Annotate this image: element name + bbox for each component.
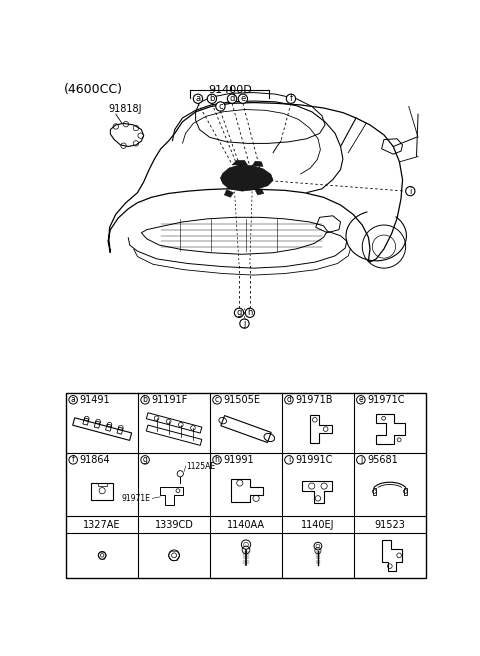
Text: f: f xyxy=(289,94,292,103)
Circle shape xyxy=(285,396,293,404)
Text: 1140EJ: 1140EJ xyxy=(301,520,335,529)
Text: 1327AE: 1327AE xyxy=(84,520,121,529)
Text: d: d xyxy=(287,396,291,404)
Circle shape xyxy=(238,94,248,104)
Text: 95681: 95681 xyxy=(367,455,398,465)
Polygon shape xyxy=(232,160,248,165)
Text: 91400D: 91400D xyxy=(209,85,252,95)
Text: f: f xyxy=(72,455,74,464)
Text: 1125AE: 1125AE xyxy=(186,462,215,470)
Text: e: e xyxy=(240,94,246,103)
Circle shape xyxy=(406,186,415,195)
Circle shape xyxy=(357,396,365,404)
Text: 91971E: 91971E xyxy=(122,494,151,503)
Text: c: c xyxy=(215,396,219,404)
Circle shape xyxy=(245,308,254,318)
Circle shape xyxy=(234,308,244,318)
Text: 91991: 91991 xyxy=(223,455,254,465)
Text: 91191F: 91191F xyxy=(151,395,188,405)
Text: g: g xyxy=(236,308,242,318)
Circle shape xyxy=(213,456,221,464)
Text: 1140AA: 1140AA xyxy=(227,520,265,529)
Text: h: h xyxy=(247,308,252,318)
Text: e: e xyxy=(359,396,363,404)
Circle shape xyxy=(141,456,149,464)
Text: 91505E: 91505E xyxy=(223,395,260,405)
Text: c: c xyxy=(218,102,223,111)
Text: 91991C: 91991C xyxy=(295,455,333,465)
Circle shape xyxy=(69,456,77,464)
Text: j: j xyxy=(243,319,246,328)
Text: h: h xyxy=(215,455,219,464)
Text: i: i xyxy=(409,187,411,195)
Text: 91971C: 91971C xyxy=(367,395,405,405)
Polygon shape xyxy=(255,189,264,195)
Text: g: g xyxy=(143,455,147,464)
Text: 91864: 91864 xyxy=(79,455,110,465)
Circle shape xyxy=(141,396,149,404)
Bar xyxy=(66,393,426,578)
Circle shape xyxy=(216,102,225,111)
Circle shape xyxy=(228,94,237,104)
Circle shape xyxy=(286,94,296,104)
Bar xyxy=(97,483,107,486)
Polygon shape xyxy=(220,165,273,191)
Text: j: j xyxy=(360,455,362,464)
Text: 91523: 91523 xyxy=(374,520,405,529)
Text: 91818J: 91818J xyxy=(108,104,142,114)
Text: a: a xyxy=(71,396,75,404)
Text: i: i xyxy=(288,455,290,464)
Text: 91491: 91491 xyxy=(79,395,110,405)
Text: b: b xyxy=(143,396,147,404)
Circle shape xyxy=(213,396,221,404)
Circle shape xyxy=(207,94,216,104)
Circle shape xyxy=(69,396,77,404)
Polygon shape xyxy=(252,161,263,167)
Text: a: a xyxy=(195,94,201,103)
Text: 91971B: 91971B xyxy=(295,395,333,405)
Polygon shape xyxy=(224,190,234,197)
Text: d: d xyxy=(229,94,235,103)
Circle shape xyxy=(193,94,203,104)
Text: 1339CD: 1339CD xyxy=(155,520,193,529)
Circle shape xyxy=(357,456,365,464)
Text: (4600CC): (4600CC) xyxy=(64,83,123,96)
Circle shape xyxy=(285,456,293,464)
Text: b: b xyxy=(209,94,215,103)
Circle shape xyxy=(240,319,249,328)
